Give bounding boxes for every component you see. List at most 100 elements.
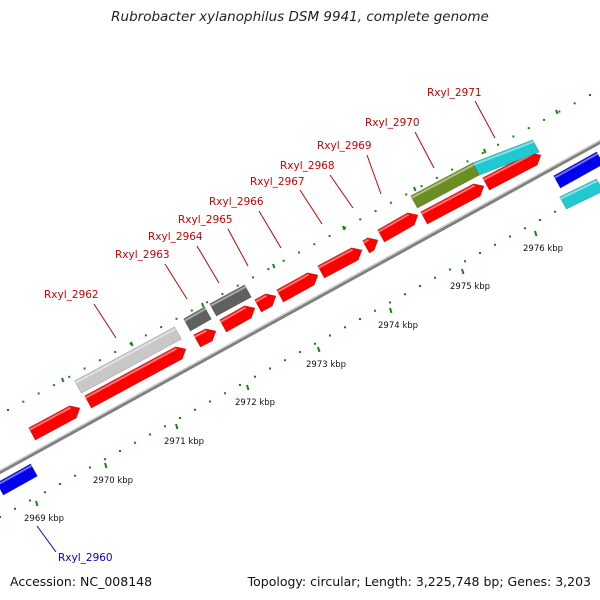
cds-red-block-shine	[483, 153, 533, 181]
cds-red-block	[219, 305, 256, 333]
scale-tick	[389, 307, 393, 314]
tick-dot-lower	[449, 268, 451, 271]
tick-dot-lower	[389, 301, 391, 304]
cds-red-block-shine	[421, 184, 476, 215]
gene-label-rxyl_2968: Rxyl_2968	[280, 160, 335, 172]
tick-dot-lower	[149, 433, 151, 436]
tick-dot-upper	[420, 185, 423, 188]
tick-dot-upper	[7, 409, 9, 411]
tick-dot-lower	[179, 417, 181, 419]
tick-dot-lower	[224, 392, 226, 395]
genome-backbone	[0, 139, 600, 475]
major-tick-upper	[413, 186, 417, 192]
tick-dot-lower	[284, 359, 286, 362]
cds-red-block	[420, 183, 485, 225]
scale-tick	[246, 384, 250, 391]
cds-red-block-shine	[363, 238, 370, 244]
tick-dot-upper	[313, 243, 316, 246]
cds-red-block	[193, 328, 217, 348]
scale-tick-label: 2971 kbp	[164, 437, 204, 447]
gene-label-rxyl_2960: Rxyl_2960	[58, 552, 113, 564]
cds-red-block-shine	[318, 248, 354, 269]
cyan-block-right-shine	[560, 179, 599, 200]
tick-dot-lower	[299, 351, 301, 353]
scale-tick-label: 2976 kbp	[523, 244, 563, 254]
tick-dot-lower	[119, 450, 121, 452]
major-tick-upper	[483, 148, 487, 154]
scale-tick	[461, 268, 465, 275]
tick-dot-upper	[481, 152, 484, 155]
tick-dot-lower	[539, 219, 541, 221]
scale-tick	[175, 423, 179, 430]
tick-dot-upper	[252, 276, 255, 279]
tick-dot-upper	[190, 309, 193, 312]
tick-dot-lower	[329, 334, 331, 337]
gene-label-rxyl_2970: Rxyl_2970	[365, 117, 420, 129]
major-tick-upper	[555, 109, 559, 115]
rna-gray-block-shine	[75, 327, 177, 384]
cds-red-block-shine	[85, 347, 178, 399]
tick-dot-lower	[374, 309, 376, 312]
tick-dot-lower	[239, 384, 241, 386]
cds-red-block-shine	[194, 329, 208, 338]
rna-dark-block-shine	[210, 285, 247, 307]
cds-red-block	[84, 346, 187, 409]
gene-leader-line	[299, 189, 323, 225]
major-tick-upper	[342, 225, 346, 231]
cds-red-block	[254, 293, 277, 313]
gene-label-rxyl_2965: Rxyl_2965	[178, 214, 233, 226]
tick-dot-upper	[160, 326, 163, 329]
tick-dot-lower	[194, 408, 196, 411]
tick-dot-upper	[175, 317, 178, 320]
gene-label-rxyl_2964: Rxyl_2964	[148, 231, 203, 243]
tick-dot-upper	[451, 168, 454, 171]
tick-dot-lower	[314, 342, 316, 345]
gene-leader-line	[36, 525, 57, 553]
major-tick-upper	[130, 341, 134, 347]
tick-dot-upper	[114, 350, 117, 353]
cyan-block	[472, 139, 540, 176]
gene-label-rxyl_2966: Rxyl_2966	[209, 196, 264, 208]
tick-dot-lower	[14, 507, 16, 510]
tick-dot-upper	[466, 160, 469, 163]
tick-dot-lower	[209, 400, 211, 403]
tick-dot-lower	[164, 425, 166, 428]
scale-tick	[317, 346, 321, 353]
tick-dot-lower	[404, 293, 406, 296]
gene-label-rxyl_2962: Rxyl_2962	[44, 289, 99, 301]
blue-block-right-shine	[554, 152, 599, 179]
topology-text: Topology: circular; Length: 3,225,748 bp…	[247, 574, 591, 589]
scale-tick-label: 2975 kbp	[450, 282, 490, 292]
tick-dot-upper	[328, 234, 331, 237]
tick-dot-lower	[464, 260, 466, 263]
tick-dot-lower	[419, 285, 421, 287]
tick-dot-lower	[74, 474, 76, 477]
tick-dot-lower	[29, 499, 31, 502]
tick-dot-lower	[0, 516, 1, 518]
tick-dot-lower	[359, 318, 361, 320]
tick-dot-upper	[129, 342, 132, 345]
major-tick-upper	[61, 377, 65, 383]
tick-dot-lower	[494, 243, 496, 246]
tick-dot-upper	[405, 193, 408, 196]
gene-leader-line	[366, 154, 382, 195]
gene-leader-line	[414, 131, 435, 169]
tick-dot-upper	[267, 268, 270, 271]
cds-red-block-shine	[29, 406, 72, 431]
scale-tick-label: 2973 kbp	[306, 360, 346, 370]
tick-dot-lower	[59, 483, 61, 485]
scale-tick-label: 2974 kbp	[378, 321, 418, 331]
tick-dot-upper	[374, 210, 377, 213]
tick-dot-upper	[98, 359, 101, 362]
tick-dot-lower	[554, 210, 556, 213]
tick-dot-upper	[573, 102, 576, 105]
rna-dark-block	[209, 284, 252, 317]
rna-dark-block-shine	[184, 307, 207, 322]
tick-dot-upper	[206, 301, 209, 304]
tick-dot-upper	[22, 400, 25, 403]
tick-dot-upper	[497, 143, 500, 146]
gene-leader-line	[93, 303, 117, 339]
gene-leader-line	[474, 100, 496, 139]
cds-red-block-shine	[277, 273, 310, 293]
